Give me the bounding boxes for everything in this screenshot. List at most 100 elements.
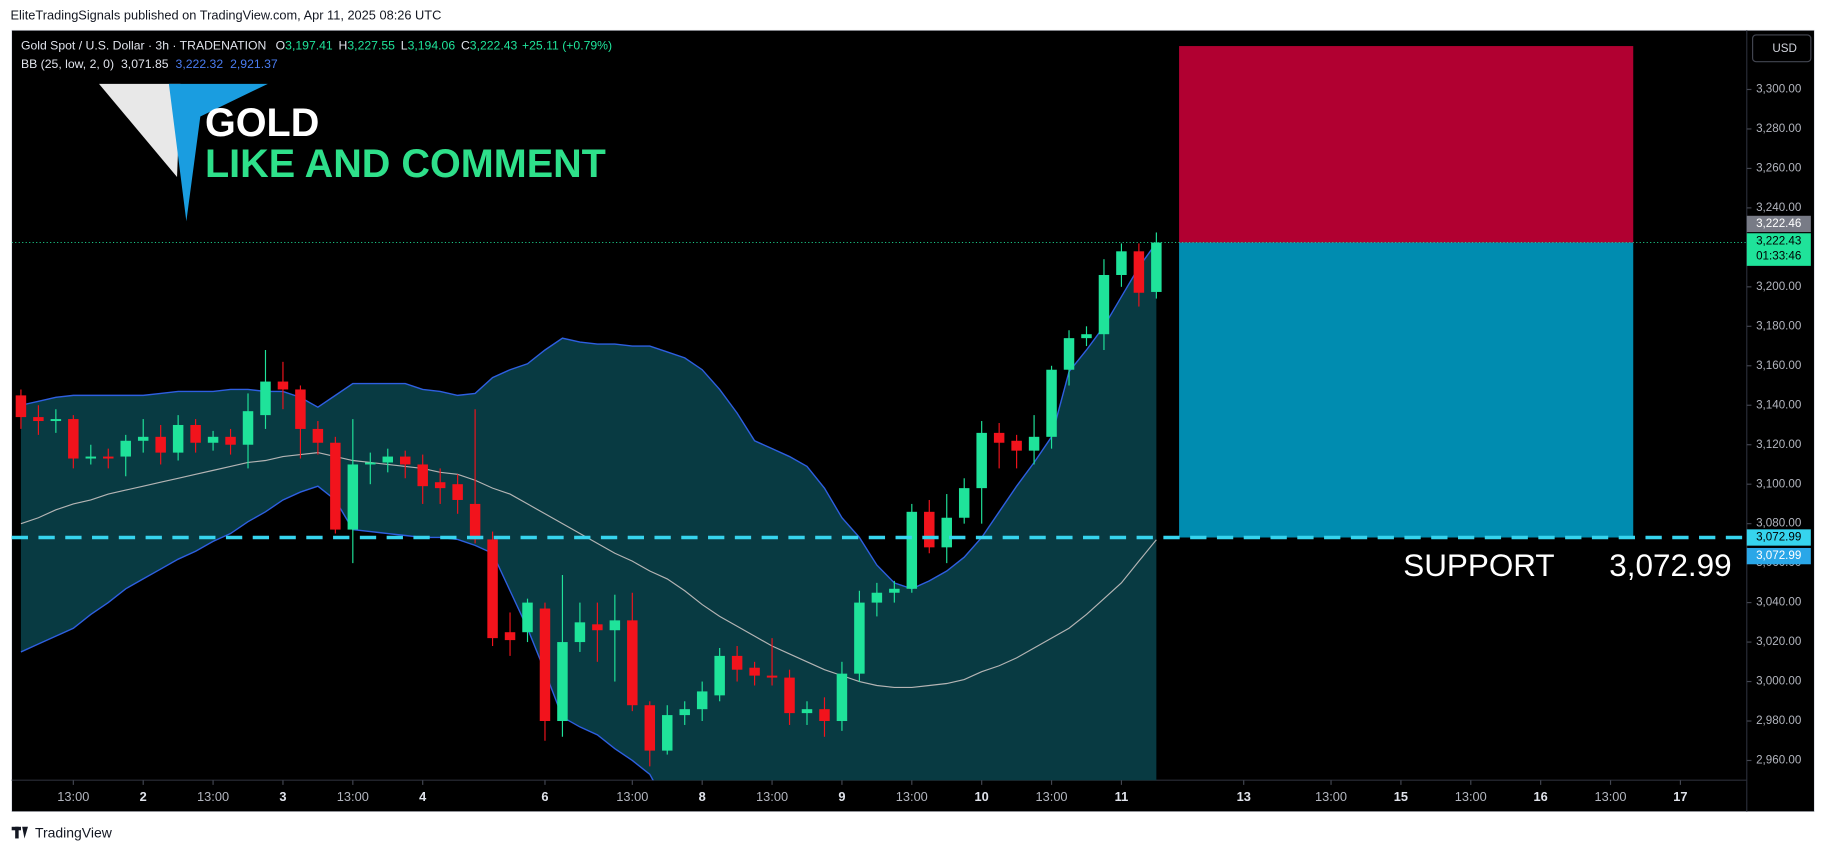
band-fill xyxy=(20,242,1157,781)
candle-body xyxy=(190,424,201,443)
candle-body xyxy=(1063,338,1075,370)
candle-body xyxy=(539,608,551,722)
footer-logo-mark xyxy=(22,826,28,839)
footer-logo-mark xyxy=(15,826,19,839)
bb-upper: 3,222.32 xyxy=(176,57,224,71)
candle-body xyxy=(1098,274,1110,335)
logo-shape-blue xyxy=(168,83,268,222)
candle-body xyxy=(155,436,166,453)
y-tick-label: 3,040.00 xyxy=(1756,596,1802,609)
candle-body xyxy=(225,436,236,445)
x-tick-label: 13:00 xyxy=(197,789,229,804)
y-tick-label: 3,180.00 xyxy=(1756,319,1802,332)
candle-body xyxy=(207,436,219,443)
candle-body xyxy=(1011,440,1022,451)
candle-body xyxy=(365,462,376,465)
candle-body xyxy=(295,389,306,429)
candle-body xyxy=(801,709,813,714)
logo-subtitle: LIKE AND COMMENT xyxy=(205,142,606,186)
footer-logo xyxy=(11,826,28,839)
candle-body xyxy=(382,456,394,463)
bid-label-bg xyxy=(1746,215,1811,233)
candle-body xyxy=(609,620,621,631)
y-tick-label: 3,200.00 xyxy=(1756,280,1802,293)
legend-ohlc-key: C xyxy=(461,39,470,53)
currency-button[interactable] xyxy=(1752,34,1812,63)
x-tick-label: 13:00 xyxy=(896,789,928,804)
x-tick-label: 13:00 xyxy=(57,789,89,804)
x-tick-label: 13:00 xyxy=(1036,789,1068,804)
candle-body xyxy=(277,381,289,390)
candle-body xyxy=(1133,251,1145,293)
legend-ohlc-key: H xyxy=(339,39,348,53)
countdown-label: 01:33:46 xyxy=(1756,250,1801,263)
legend-ohlc-key: L xyxy=(401,39,408,53)
candle-body xyxy=(260,381,271,416)
support-axis-bg-2 xyxy=(1746,547,1811,565)
x-tick-label: 10 xyxy=(975,789,989,804)
y-tick-label: 3,160.00 xyxy=(1756,359,1802,372)
candle-body xyxy=(557,642,568,722)
candle-body xyxy=(731,655,743,670)
legend-bb: BB (25, low, 2, 0) 3,071.85 3,222.32 2,921.… xyxy=(21,57,278,71)
candle-body xyxy=(347,464,359,530)
currency-label: USD xyxy=(1772,42,1797,55)
candle-body xyxy=(330,442,341,530)
candle-body xyxy=(1116,251,1127,275)
candle-body xyxy=(714,655,725,696)
candle-body xyxy=(854,602,865,674)
candle-body xyxy=(33,417,44,422)
candle-body xyxy=(836,673,848,722)
y-tick-label: 3,080.00 xyxy=(1756,517,1802,530)
bb-name: BB (25, low, 2, 0) xyxy=(21,57,114,71)
y-tick-label: 3,300.00 xyxy=(1756,83,1802,96)
x-tick-label: 13:00 xyxy=(337,789,369,804)
support-axis-bg xyxy=(1746,529,1811,546)
x-tick-label: 13:00 xyxy=(1315,789,1347,804)
x-tick-label: 11 xyxy=(1115,789,1129,804)
candle-body xyxy=(906,511,918,589)
legend-ohlc-value: 3,227.55 xyxy=(347,39,395,53)
candle-body xyxy=(452,484,463,500)
publisher-line: EliteTradingSignals published on Trading… xyxy=(11,8,442,23)
candle-body xyxy=(662,715,673,751)
candle-body xyxy=(1081,334,1092,339)
candle-body xyxy=(172,424,184,453)
last-price-label: 3,222.43 xyxy=(1756,234,1801,247)
candle-body xyxy=(469,503,481,540)
candle-body xyxy=(1151,242,1162,292)
bb-lower: 2,921.37 xyxy=(230,57,278,71)
footer-brand: TradingView xyxy=(35,824,113,840)
x-tick-label: 17 xyxy=(1673,789,1687,804)
x-tick-label: 15 xyxy=(1394,789,1408,804)
x-tick-label: 13:00 xyxy=(616,789,648,804)
x-tick-label: 3 xyxy=(279,789,286,804)
y-tick-label: 3,120.00 xyxy=(1756,438,1802,451)
support-title: SUPPORT xyxy=(1403,548,1554,583)
y-tick-label: 3,240.00 xyxy=(1756,201,1802,214)
y-tick-label: 3,280.00 xyxy=(1756,122,1802,135)
candle-body xyxy=(522,602,533,633)
candle-body xyxy=(644,705,656,751)
candle-body xyxy=(85,456,97,459)
candle-body xyxy=(889,588,900,593)
y-tick-label: 2,960.00 xyxy=(1756,754,1802,767)
bb-basis: 3,071.85 xyxy=(121,57,169,71)
candle-body xyxy=(749,667,760,676)
candle-body xyxy=(137,436,149,441)
legend-ohlc-key: O xyxy=(276,39,286,53)
candle-body xyxy=(592,624,603,631)
candle-body xyxy=(924,511,935,548)
candle-body xyxy=(434,482,446,489)
candle-body xyxy=(417,464,428,487)
logo-title: GOLD xyxy=(205,101,319,145)
candle-body xyxy=(976,432,987,489)
support-axis-label-2: 3,072.99 xyxy=(1756,549,1801,562)
candle-body xyxy=(696,691,708,710)
candle-body xyxy=(941,517,952,548)
bid-label: 3,222.46 xyxy=(1756,217,1801,230)
x-tick-label: 4 xyxy=(419,789,427,804)
candle-body xyxy=(784,677,795,714)
candle-body xyxy=(993,432,1005,443)
